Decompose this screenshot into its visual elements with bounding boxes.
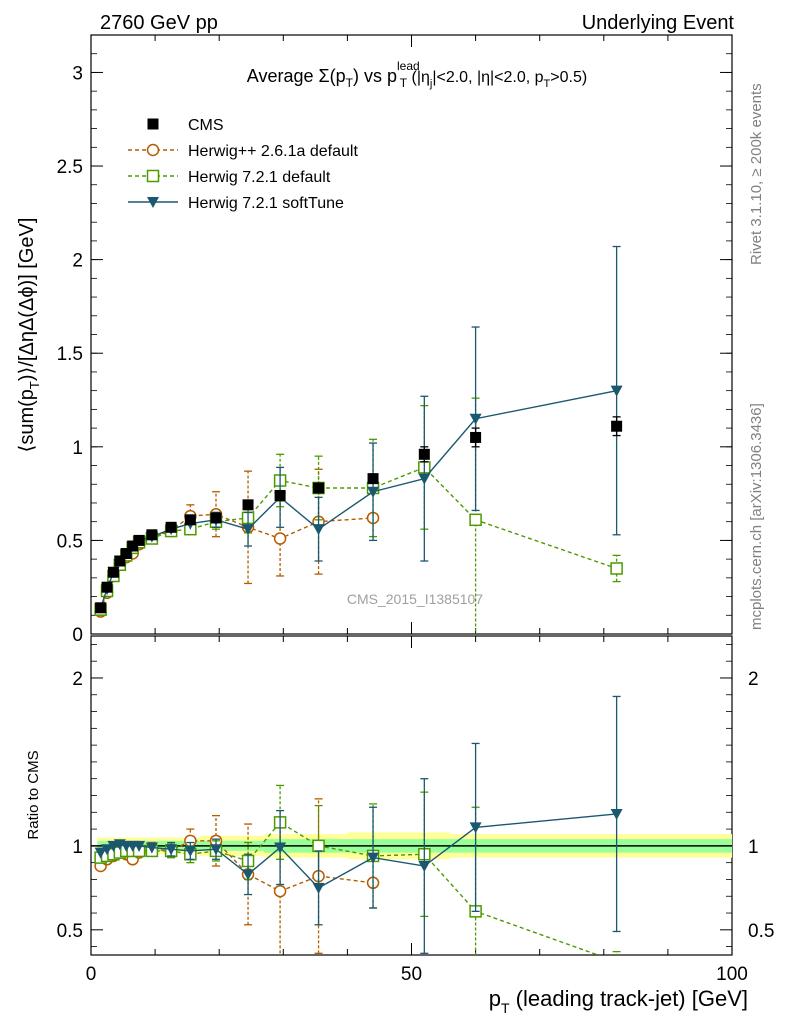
main-series-0-point <box>101 581 113 593</box>
main-series-0-point <box>274 489 286 501</box>
rivet-label: Rivet 3.1.10, ≥ 200k events <box>748 83 765 265</box>
ratio-ytick-label: 0.5 <box>57 921 83 942</box>
main-series-0-point <box>127 540 139 552</box>
ratio-series-2-point <box>165 844 178 856</box>
ratio-series-2-point <box>312 882 325 894</box>
header-right: Underlying Event <box>582 12 735 34</box>
main-series-3-point <box>418 473 431 485</box>
main-series-2-point <box>610 562 623 575</box>
main-series-0-point <box>611 420 623 432</box>
legend-label: CMS <box>188 117 224 134</box>
ratio-series-2-point <box>133 840 146 852</box>
main-title: Average Σ(pT) vs plead T (|ηj|<2.0, |η|<2… <box>247 59 587 90</box>
ratio-frame <box>90 635 733 956</box>
legend-marker <box>147 118 159 130</box>
legend-label: Herwig++ 2.6.1a default <box>188 143 358 160</box>
ratio-series-2-point <box>101 844 114 856</box>
main-series-0-point <box>313 482 325 494</box>
ratio-series-2-point <box>209 844 222 856</box>
header-left: 2760 GeV pp <box>100 12 218 34</box>
main-ytick-label: 1.5 <box>57 344 83 365</box>
main-ytick-label: 2.5 <box>57 157 83 178</box>
main-panel: 0 0.5 1 1.5 2 2.5 3 Average Σ(pT) vs plead T (|… <box>57 34 733 646</box>
ratio-ytick-label-right: 2 <box>748 669 759 690</box>
ratio-series-2-point <box>469 822 482 834</box>
main-series-1-point <box>273 532 287 545</box>
main-series-0-point <box>470 431 482 443</box>
legend: CMS Herwig++ 2.6.1a default Herwig 7.2.1 d… <box>128 117 358 212</box>
mcplots-label: mcplots.cern.ch [arXiv:1306.3436] <box>748 403 765 630</box>
xtick-label: 50 <box>401 964 422 985</box>
ratio-series-2-point <box>418 861 431 873</box>
main-series-0-point <box>418 448 430 460</box>
main-series-0-point <box>146 529 158 541</box>
ratio-ylabel: Ratio to CMS <box>25 750 42 839</box>
main-series-3-point <box>367 486 380 498</box>
main-ytick-label: 2 <box>72 251 83 272</box>
main-series-0-point <box>367 473 379 485</box>
ratio-panel: 0.5 0.5 1 1 2 2 0 50 100 <box>57 635 774 985</box>
xtick-label: 100 <box>716 964 748 985</box>
ratio-series-2-point <box>184 845 197 857</box>
ratio-series-2-point <box>242 869 255 881</box>
main-series-0-point <box>107 566 119 578</box>
main-series-2-point <box>469 513 482 527</box>
ratio-ytick-label: 1 <box>72 837 83 858</box>
main-ytick-label: 0 <box>72 625 83 646</box>
ratio-series-0-point <box>273 884 287 898</box>
ratio-series-2-point <box>610 808 623 820</box>
ratio-series-2-point <box>94 847 107 859</box>
xtick-label: 0 <box>86 964 97 985</box>
ratio-series-2-point <box>367 852 380 864</box>
ratio-series-1-point <box>312 839 325 853</box>
main-series-3-point <box>610 385 623 397</box>
main-series-3-line <box>99 389 617 609</box>
main-series-3-point <box>312 524 325 536</box>
xlabel: pT (leading track-jet) [GeV] <box>489 986 748 1016</box>
main-ytick-label: 1 <box>72 438 83 459</box>
ratio-ytick-label-right: 1 <box>748 837 759 858</box>
ratio-ytick-label-right: 0.5 <box>748 921 774 942</box>
ratio-series-1-point <box>611 956 622 967</box>
main-series-0-point <box>242 499 254 511</box>
legend-label: Herwig 7.2.1 softTune <box>188 195 344 212</box>
ratio-series-2-point <box>145 842 158 854</box>
main-series-0-point <box>120 548 132 560</box>
legend-marker <box>146 143 160 157</box>
main-series-0-point <box>165 521 177 533</box>
main-series-0-point <box>95 602 107 614</box>
legend-label: Herwig 7.2.1 default <box>188 169 331 186</box>
main-ytick-label: 0.5 <box>57 531 83 552</box>
main-series-0-point <box>184 514 196 526</box>
ratio-ytick-label: 2 <box>72 669 83 690</box>
main-ylabel: ⟨sum(pT)⟩/[ΔηΔ(Δϕ)] [GeV] <box>16 218 42 453</box>
ratio-series-2-point <box>274 842 287 854</box>
main-series-3-point <box>242 524 255 536</box>
main-series-0-point <box>133 534 145 546</box>
ratio-series-1-line <box>100 821 600 955</box>
legend-marker <box>146 169 160 183</box>
main-series-3-point <box>469 413 482 425</box>
main-series-2-line <box>99 466 617 610</box>
main-series-0-point <box>114 555 126 567</box>
main-series-1-line <box>99 513 374 612</box>
legend-marker <box>147 197 159 208</box>
ratio-series-0-line <box>100 840 374 892</box>
main-series-0-point <box>210 512 222 524</box>
watermark: CMS_2015_I1385107 <box>347 591 483 607</box>
main-ytick-label: 3 <box>72 63 83 84</box>
